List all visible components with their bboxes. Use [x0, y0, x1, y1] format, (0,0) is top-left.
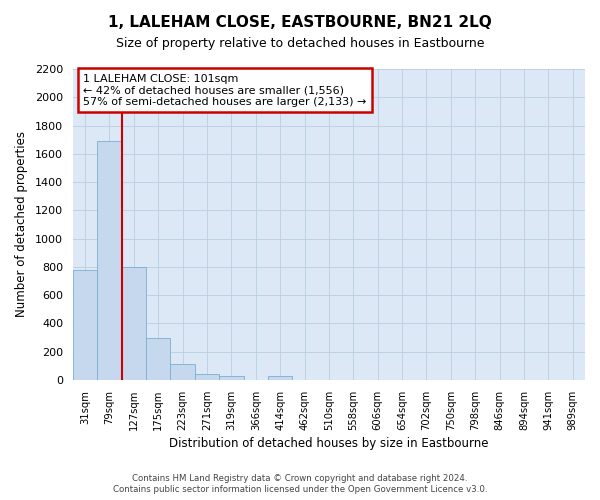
Bar	[146, 338, 170, 380]
Text: 1, LALEHAM CLOSE, EASTBOURNE, BN21 2LQ: 1, LALEHAM CLOSE, EASTBOURNE, BN21 2LQ	[108, 15, 492, 30]
Text: Size of property relative to detached houses in Eastbourne: Size of property relative to detached ho…	[116, 38, 484, 51]
Bar	[122, 267, 146, 380]
Y-axis label: Number of detached properties: Number of detached properties	[15, 132, 28, 318]
Bar	[97, 141, 122, 380]
Bar	[73, 270, 97, 380]
Bar	[195, 374, 219, 380]
Bar	[219, 376, 244, 380]
X-axis label: Distribution of detached houses by size in Eastbourne: Distribution of detached houses by size …	[169, 437, 489, 450]
Bar	[268, 376, 292, 380]
Text: 1 LALEHAM CLOSE: 101sqm
← 42% of detached houses are smaller (1,556)
57% of semi: 1 LALEHAM CLOSE: 101sqm ← 42% of detache…	[83, 74, 367, 107]
Text: Contains HM Land Registry data © Crown copyright and database right 2024.
Contai: Contains HM Land Registry data © Crown c…	[113, 474, 487, 494]
Bar	[170, 364, 195, 380]
